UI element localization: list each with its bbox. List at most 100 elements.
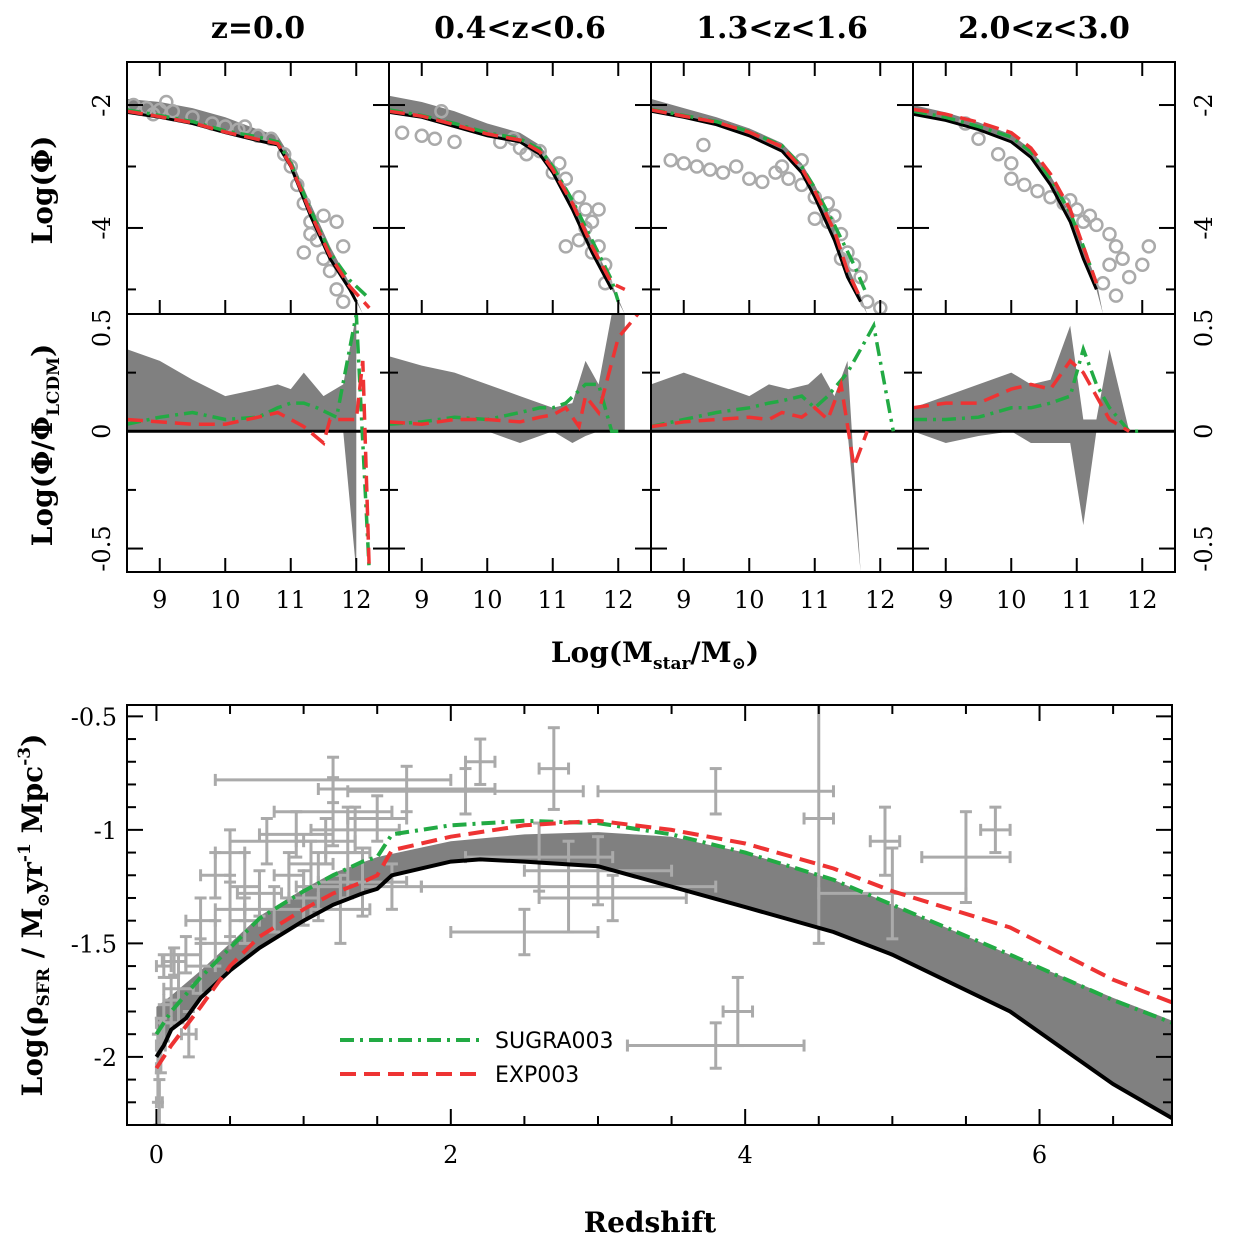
x-tick-label: 6 [1032, 1141, 1047, 1169]
obs-point [1102, 226, 1117, 242]
panel-title: 0.4<z<0.6 [434, 11, 606, 46]
obs-point [591, 202, 606, 217]
sfr-frame [126, 704, 1173, 1126]
panel-frame [388, 61, 652, 315]
x-tick-label: 9 [676, 586, 691, 614]
sfr-obs-errorbar [464, 737, 497, 786]
sfr-obs-errorbar [721, 975, 755, 1048]
ratio-panel-2 [651, 320, 913, 572]
x-tick-label: 4 [738, 1141, 753, 1169]
obs-point [807, 211, 823, 226]
ratio-line-sugra [651, 320, 896, 432]
x-tick-label: 11 [799, 586, 830, 614]
obs-point [1108, 239, 1124, 254]
sfr-line-sugra [154, 818, 1172, 1036]
obs-point [427, 131, 443, 147]
legend-label-exp: EXP003 [495, 1063, 579, 1088]
obs-point [755, 174, 770, 190]
y-tick-label: 0.5 [88, 309, 116, 347]
obs-point [558, 239, 574, 254]
ratio-line-exp [913, 358, 1131, 433]
ratio-band [651, 360, 868, 572]
sfr-obs-errorbar [153, 1078, 166, 1125]
legend-label-sugra: SUGRA003 [495, 1029, 614, 1054]
x-axis-label-redshift: Redshift [584, 1206, 716, 1239]
obs-point [447, 134, 462, 150]
obs-point [742, 171, 757, 187]
ratio-panel-3 [913, 325, 1175, 526]
obs-point [971, 131, 986, 147]
mf-line-exp [913, 107, 1099, 284]
x-tick-label: 12 [603, 586, 634, 614]
obs-point [1017, 177, 1032, 193]
obs-point [414, 128, 430, 144]
y-tick-label: -4 [1190, 216, 1218, 239]
obs-point [322, 263, 338, 279]
sfr-obs-errorbar [920, 810, 1012, 905]
obs-point [316, 208, 331, 223]
sfr-obs-errorbar [868, 805, 902, 877]
obs-point [571, 189, 587, 205]
x-tick-label: 10 [210, 586, 241, 614]
obs-point [335, 294, 351, 309]
y-tick-label: -0.5 [88, 525, 116, 571]
x-tick-label: 11 [537, 586, 568, 614]
panel-frame [650, 313, 914, 573]
sfr-obs-errorbar [346, 767, 585, 816]
obs-point [1141, 239, 1157, 254]
obs-point [552, 156, 567, 171]
obs-point [335, 239, 351, 254]
sfr-obs-errorbar [537, 726, 571, 811]
y-tick-label: -1 [94, 817, 117, 845]
sfr-obs-errorbar [449, 907, 600, 957]
ratio-line-exp [389, 314, 640, 431]
obs-point [519, 146, 534, 162]
x-tick-label: 10 [734, 586, 765, 614]
obs-point [781, 171, 796, 187]
obs-point [689, 159, 705, 174]
sfr-obs-errorbar [537, 873, 688, 923]
obs-point [558, 171, 574, 187]
panel-title: z=0.0 [211, 11, 305, 46]
ratio-line-sugra [127, 314, 372, 572]
ratio-panel-0 [127, 314, 389, 572]
stellar-mass-function-panels: z=0.0 9 10 11 12 0.4<z<0.6 9 10 11 12 1.3<z<1.6 9 10… [88, 11, 1218, 614]
obs-point [434, 103, 449, 119]
obs-point [696, 137, 711, 153]
obs-point [237, 119, 253, 134]
x-tick-label: 11 [275, 586, 306, 614]
ratio-band [127, 314, 357, 572]
obs-point [276, 146, 292, 162]
y-tick-label: 0 [88, 424, 116, 439]
obs-point [1004, 156, 1019, 171]
y-tick-label: 0.5 [1190, 309, 1218, 347]
y-tick-label: -2 [88, 93, 116, 116]
sfr-obs-errorbar [213, 755, 453, 805]
sfr-obs-errorbar [179, 1009, 198, 1059]
obs-point [663, 153, 678, 168]
mf-model-band [651, 98, 868, 314]
mf-line-lcdm [389, 110, 614, 291]
panel-title: 1.3<z<1.6 [696, 11, 868, 46]
y-tick-label: -2 [1190, 93, 1218, 116]
y-tick-label: -4 [88, 216, 116, 239]
obs-point [1108, 288, 1124, 303]
sfr-obs-errorbar [346, 794, 409, 843]
y-tick-label: -1.5 [71, 930, 117, 958]
obs-point [1089, 217, 1104, 233]
legend: SUGRA003 EXP003 [340, 1029, 614, 1088]
obs-point [159, 94, 174, 110]
y-axis-label-sfr-density: Log(ρSFR / M⊙yr-1 Mpc-3) [15, 734, 54, 1097]
y-axis-label-phi-ratio: Log(Φ/ΦLCDM) [26, 344, 64, 547]
ratio-line-sugra [389, 382, 619, 434]
x-tick-label: 11 [1061, 586, 1092, 614]
ratio-panel-1 [389, 314, 651, 443]
x-tick-label: 10 [996, 586, 1027, 614]
sfr-obs-errorbar [979, 805, 1012, 855]
sfr-obs-errorbar [625, 1021, 806, 1070]
mf-panel-1 [389, 95, 626, 314]
sfr-density-panel: 0 2 4 6 -0.5 -1 -1.5 -2 [71, 703, 1173, 1169]
y-tick-label: -0.5 [71, 703, 117, 731]
x-tick-label: 12 [341, 586, 372, 614]
